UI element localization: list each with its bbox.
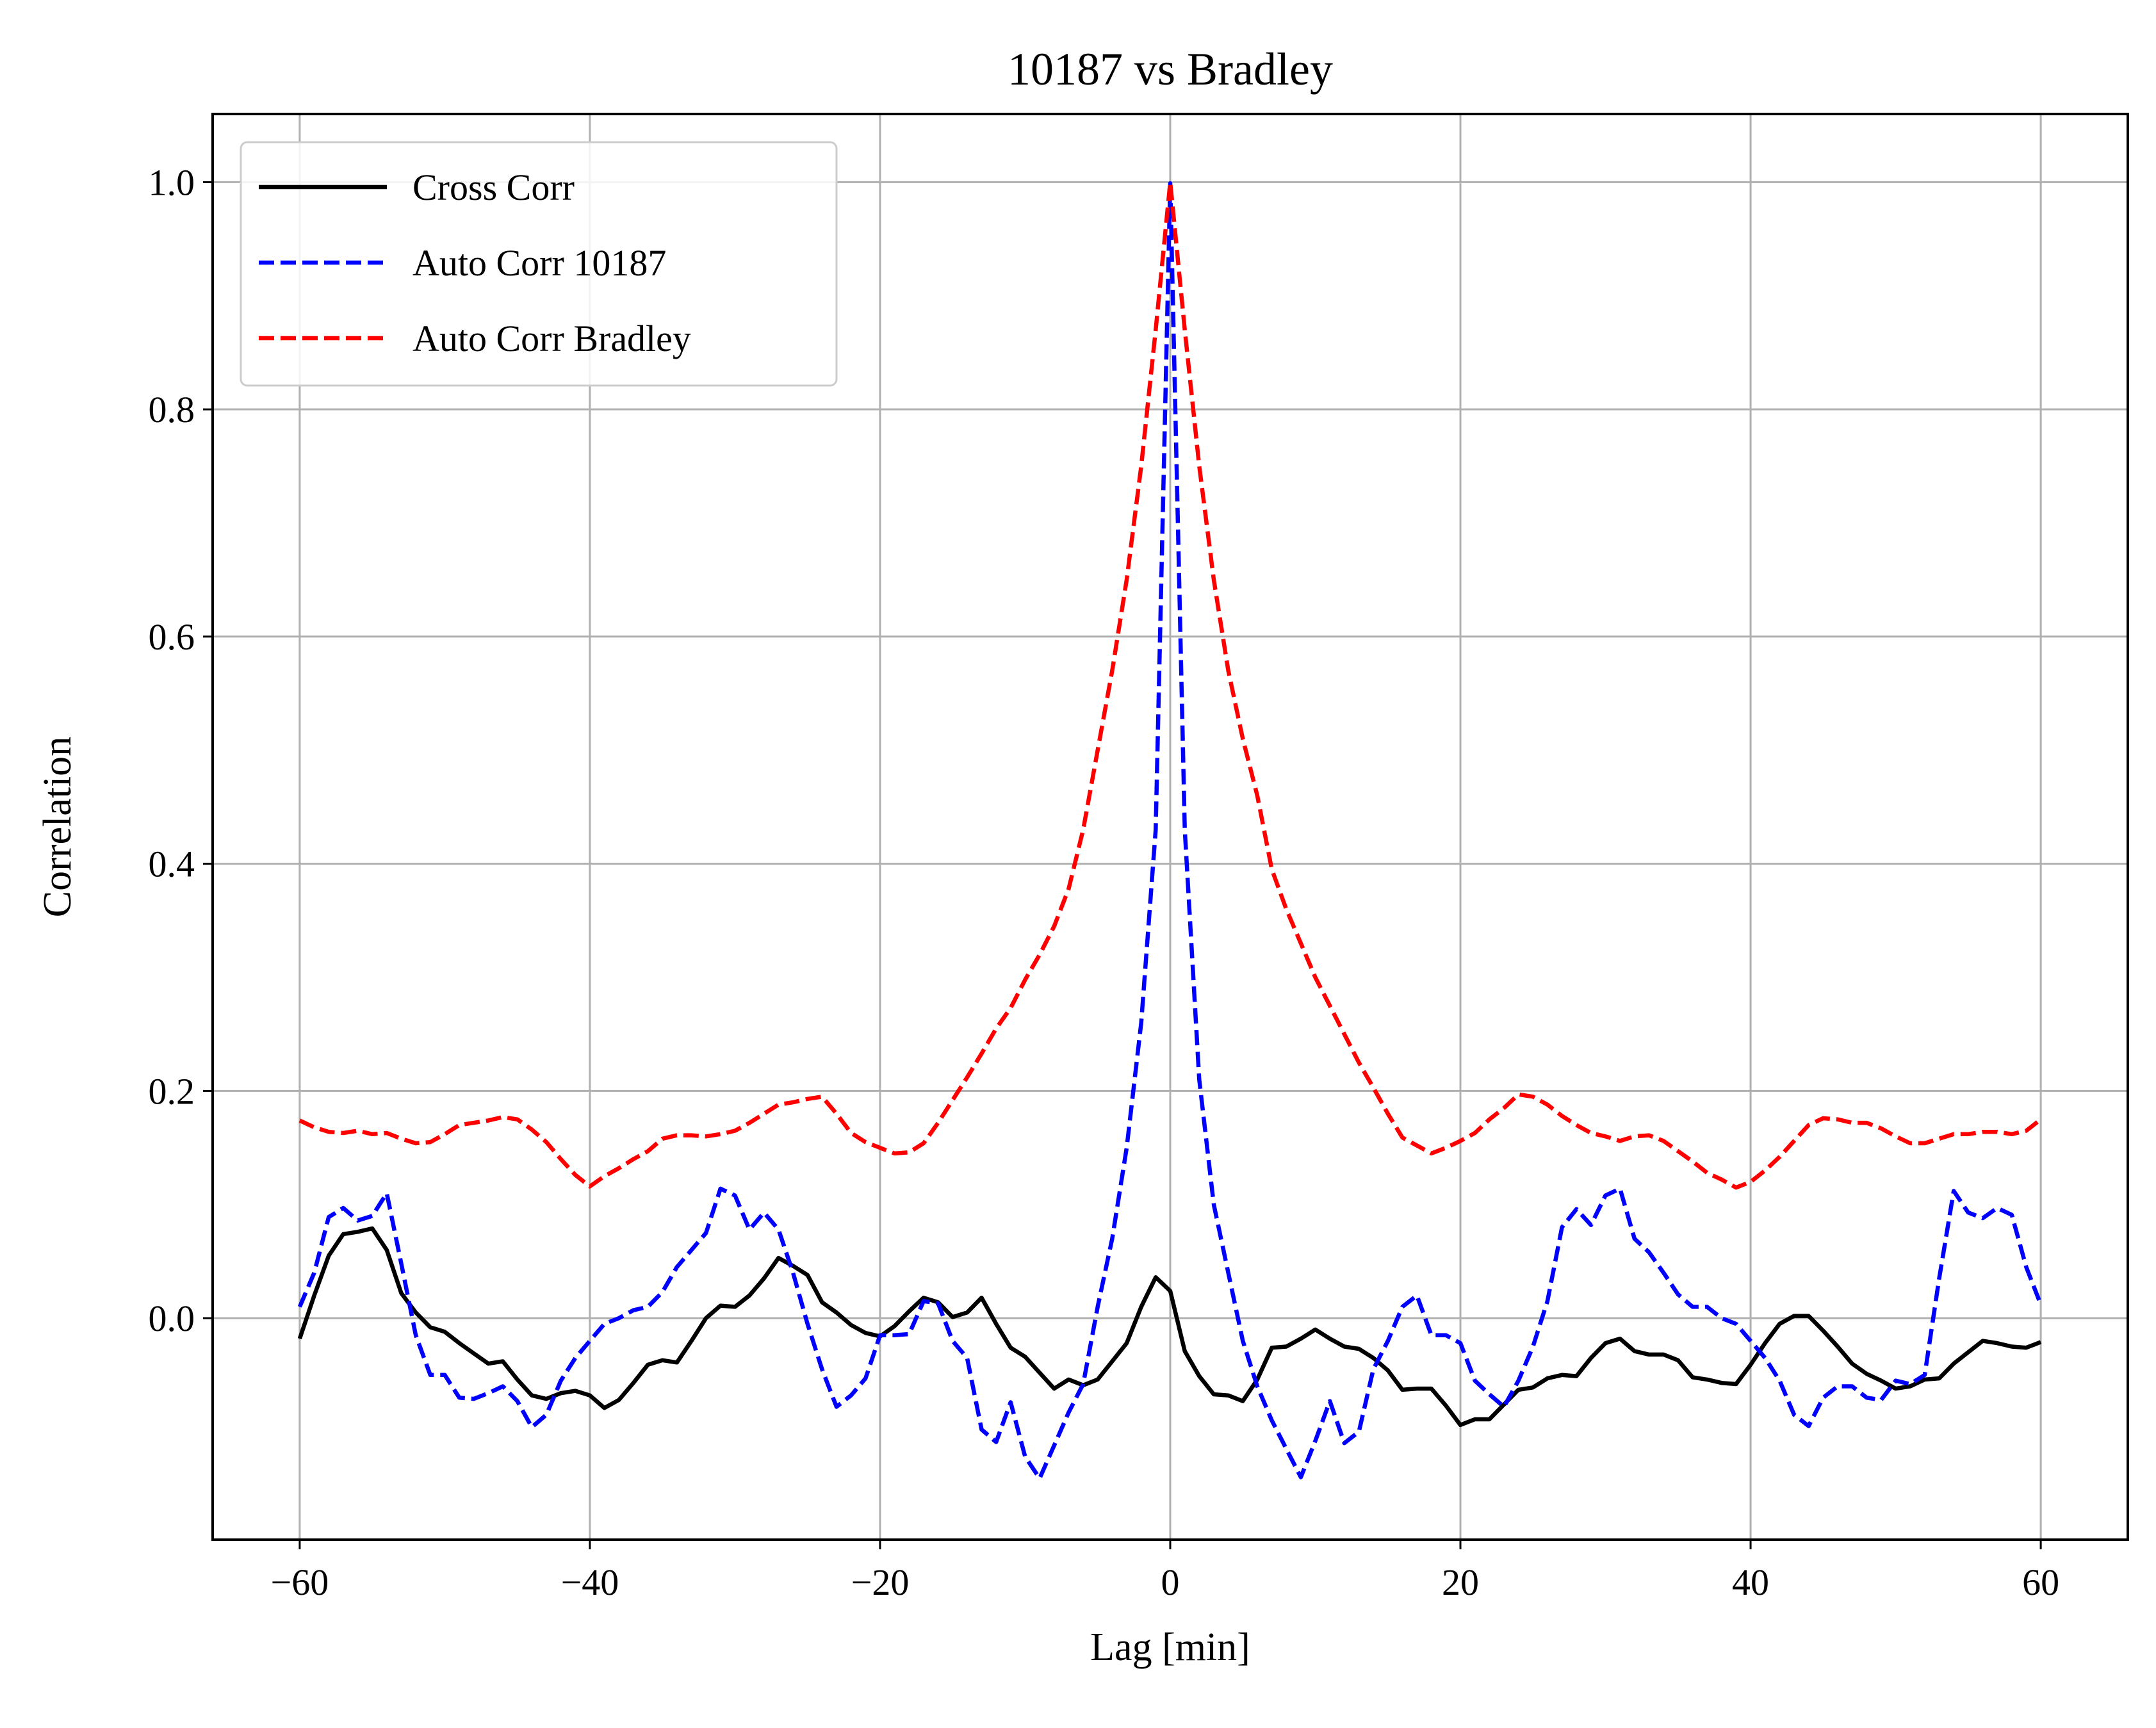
x-tick-label: −20 (851, 1561, 910, 1603)
x-axis: −60 −40 −20 0 20 40 60 (271, 1540, 2059, 1603)
x-tick-label: 60 (2022, 1561, 2059, 1603)
legend-label-2: Auto Corr Bradley (412, 318, 691, 359)
y-tick-label: 0.0 (149, 1298, 195, 1339)
y-tick-label: 1.0 (149, 161, 195, 203)
legend-label-1: Auto Corr 10187 (412, 242, 666, 284)
y-tick-label: 0.6 (149, 616, 195, 658)
chart-title: 10187 vs Bradley (1008, 44, 1333, 95)
x-tick-label: 0 (1161, 1561, 1180, 1603)
x-axis-title: Lag [min] (1090, 1626, 1250, 1669)
grid (213, 114, 2128, 1540)
y-tick-label: 0.8 (149, 389, 195, 430)
legend-label-0: Cross Corr (412, 167, 575, 208)
y-axis: 0.0 0.2 0.4 0.6 0.8 1.0 (149, 161, 213, 1339)
series-line-2 (298, 180, 2043, 1190)
x-tick-label: 20 (1442, 1561, 1479, 1603)
y-axis-title: Correlation (36, 737, 79, 917)
legend: Cross Corr Auto Corr 10187 Auto Corr Bradl… (240, 141, 838, 387)
series-line-1 (297, 181, 2043, 1481)
y-tick-label: 0.2 (149, 1070, 195, 1112)
x-tick-label: −40 (561, 1561, 619, 1603)
series-line-0 (297, 1226, 2042, 1428)
x-tick-label: 40 (1732, 1561, 1769, 1603)
series-layer (297, 180, 2043, 1481)
y-tick-label: 0.4 (149, 844, 195, 885)
legend-box (240, 141, 838, 387)
x-tick-label: −60 (271, 1561, 329, 1603)
